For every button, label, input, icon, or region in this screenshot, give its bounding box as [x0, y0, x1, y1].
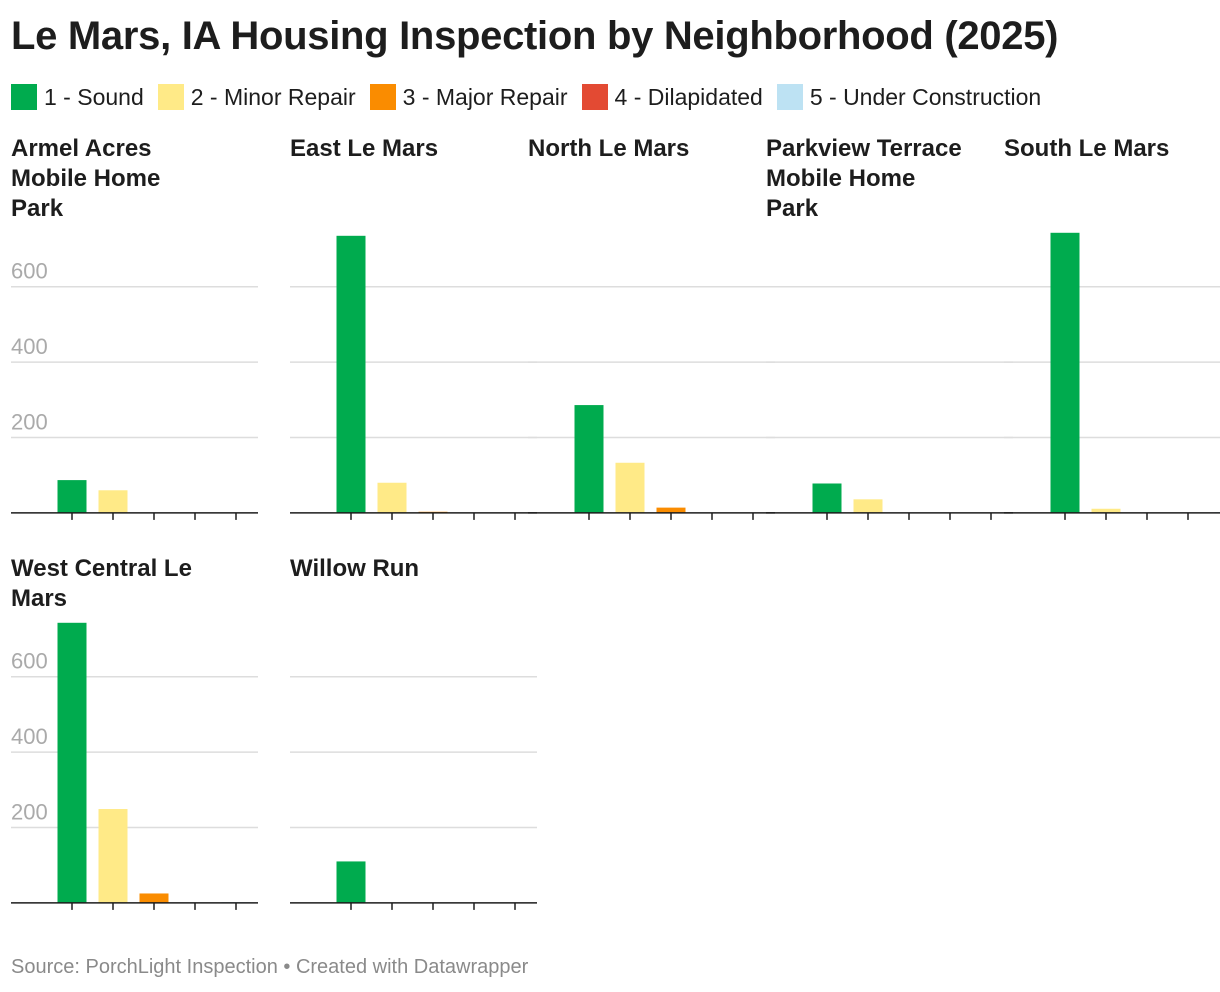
panel-title: Willow Run	[290, 555, 420, 582]
bar-1	[336, 861, 366, 903]
y-tick-label: 200	[11, 410, 48, 435]
chart-title: Le Mars, IA Housing Inspection by Neighb…	[11, 14, 1059, 58]
legend-item: 4 - Dilapidated	[581, 82, 763, 112]
legend-swatch	[776, 84, 803, 110]
panel-title: West Central Le Mars	[11, 555, 192, 612]
legend-item: 2 - Minor Repair	[157, 82, 356, 112]
bar-1	[57, 480, 87, 513]
y-tick-label: 600	[11, 649, 48, 674]
bar-2	[98, 490, 128, 513]
bar-1	[812, 483, 842, 513]
bar-2	[98, 809, 128, 903]
bar-panel	[290, 676, 537, 910]
bar-panel	[766, 286, 1013, 520]
legend-swatch	[581, 84, 608, 110]
legend-item: 1 - Sound	[11, 82, 144, 112]
y-tick-label: 200	[11, 800, 48, 825]
source-note: Source: PorchLight Inspection • Created …	[11, 956, 529, 978]
legend-label: 5 - Under Construction	[809, 84, 1042, 110]
legend-swatch	[11, 84, 37, 110]
panel-title: South Le Mars	[1004, 135, 1170, 162]
y-tick-label: 400	[11, 724, 48, 749]
bar-panel	[528, 286, 775, 520]
legend-swatch	[369, 84, 396, 110]
panel-title: Parkview Terrace Mobile Home Park	[766, 135, 962, 222]
bar-panel: 200 400 600	[11, 622, 258, 910]
bar-3	[139, 893, 169, 903]
bar-3	[656, 507, 686, 513]
y-tick-label: 400	[11, 334, 48, 359]
panel-title: East Le Mars	[290, 135, 439, 162]
legend-swatch	[157, 84, 184, 110]
bar-panel	[1004, 232, 1220, 520]
bar-1	[336, 235, 366, 513]
panel-title: Armel Acres Mobile Home Park	[11, 135, 161, 222]
legend: 1 - Sound 2 - Minor Repair 3 - Major Rep…	[11, 82, 1055, 112]
bar-1	[1050, 232, 1080, 513]
legend-label: 3 - Major Repair	[402, 84, 568, 110]
bar-1	[57, 622, 87, 903]
bar-panel	[290, 235, 537, 520]
bar-2	[377, 482, 407, 513]
y-tick-label: 600	[11, 259, 48, 284]
legend-label: 2 - Minor Repair	[190, 84, 356, 110]
bar-2	[853, 499, 883, 513]
bar-1	[574, 405, 604, 513]
legend-item: 3 - Major Repair	[369, 82, 568, 112]
bar-2	[615, 462, 645, 513]
legend-item: 5 - Under Construction	[776, 82, 1042, 112]
bar-panel: 200 400 600	[11, 259, 258, 520]
panel-title: North Le Mars	[528, 135, 690, 162]
legend-label: 1 - Sound	[44, 84, 144, 110]
legend-label: 4 - Dilapidated	[614, 84, 763, 110]
bar-2	[1091, 508, 1121, 513]
